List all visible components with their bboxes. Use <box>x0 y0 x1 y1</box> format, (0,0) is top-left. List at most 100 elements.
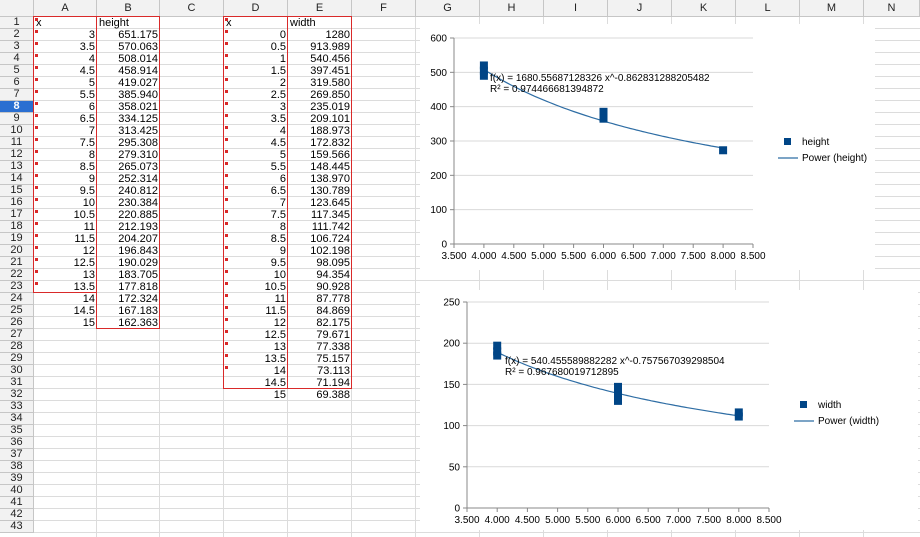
cell-width[interactable]: 148.445 <box>310 161 350 173</box>
cell-width[interactable]: 235.019 <box>310 101 350 113</box>
row-header-30[interactable]: 30 <box>0 365 34 377</box>
cell-x[interactable]: 9 <box>279 245 286 257</box>
cell-height[interactable]: 313.425 <box>118 125 158 137</box>
column-header-k[interactable]: K <box>672 0 736 17</box>
cell-x[interactable]: 10.5 <box>264 281 286 293</box>
cell-width[interactable]: 79.671 <box>316 329 350 341</box>
cell-x[interactable]: 9 <box>88 173 95 185</box>
cell-x[interactable]: 12 <box>273 317 286 329</box>
cell-x[interactable]: 12.5 <box>73 257 95 269</box>
cell-x[interactable]: 2 <box>279 77 286 89</box>
cell-x[interactable]: 3 <box>279 101 286 113</box>
cell-x[interactable]: 6 <box>88 101 95 113</box>
cell-x[interactable]: 6 <box>279 173 286 185</box>
data-point[interactable] <box>614 382 622 391</box>
cell-x[interactable]: 8.5 <box>270 233 286 245</box>
cell-width[interactable]: 87.778 <box>316 293 350 305</box>
cell-x[interactable]: 4.5 <box>270 137 286 149</box>
cell-x[interactable]: 7.5 <box>79 137 95 149</box>
column-header-l[interactable]: L <box>736 0 800 17</box>
cell-x[interactable]: 11.5 <box>74 233 95 245</box>
cell-width[interactable]: 540.456 <box>310 53 350 65</box>
cell-x[interactable]: 9.5 <box>79 185 95 197</box>
cell-width[interactable]: 117.345 <box>311 209 350 221</box>
cell-height[interactable]: 651.175 <box>118 29 158 41</box>
cell-x[interactable]: 5.5 <box>79 89 95 101</box>
cell-x[interactable]: 7.5 <box>270 209 286 221</box>
cell-x[interactable]: 14 <box>273 365 286 377</box>
cell-height[interactable]: 177.818 <box>118 281 158 293</box>
header-x[interactable]: x <box>226 17 232 29</box>
cell-x[interactable]: 7 <box>88 125 95 137</box>
row-header-31[interactable]: 31 <box>0 377 34 389</box>
row-header-37[interactable]: 37 <box>0 449 34 461</box>
cell-x[interactable]: 5.5 <box>270 161 286 173</box>
cell-height[interactable]: 385.940 <box>118 89 158 101</box>
column-header-j[interactable]: J <box>608 0 672 17</box>
cell-x[interactable]: 15 <box>82 317 95 329</box>
cell-x[interactable]: 0.5 <box>270 41 286 53</box>
column-header-h[interactable]: H <box>480 0 544 17</box>
data-point[interactable] <box>614 390 622 399</box>
cell-width[interactable]: 84.869 <box>316 305 350 317</box>
cell-x[interactable]: 13 <box>273 341 286 353</box>
cell-width[interactable]: 269.850 <box>310 89 350 101</box>
row-header-27[interactable]: 27 <box>0 329 34 341</box>
cell-x[interactable]: 14.5 <box>73 305 95 317</box>
cell-height[interactable]: 167.183 <box>118 305 158 317</box>
cell-x[interactable]: 10 <box>273 269 286 281</box>
cell-width[interactable]: 138.970 <box>310 173 350 185</box>
data-point[interactable] <box>493 347 502 356</box>
cell-x[interactable]: 4 <box>88 53 95 65</box>
cell-x[interactable]: 14.5 <box>264 377 286 389</box>
data-point[interactable] <box>734 412 743 421</box>
cell-width[interactable]: 172.832 <box>310 137 350 149</box>
row-header-28[interactable]: 28 <box>0 341 34 353</box>
cell-x[interactable]: 0 <box>279 29 286 41</box>
cell-height[interactable]: 172.324 <box>118 293 158 305</box>
data-point[interactable] <box>493 351 502 360</box>
row-header-39[interactable]: 39 <box>0 473 34 485</box>
column-header-d[interactable]: D <box>224 0 288 17</box>
cell-x[interactable]: 1.5 <box>270 65 286 77</box>
column-header-f[interactable]: F <box>352 0 416 17</box>
cell-height[interactable]: 162.363 <box>118 317 158 329</box>
cell-height[interactable]: 196.843 <box>118 245 158 257</box>
header-x[interactable]: x <box>36 17 42 29</box>
row-header-38[interactable]: 38 <box>0 461 34 473</box>
cell-width[interactable]: 71.194 <box>316 377 350 389</box>
cell-x[interactable]: 11.5 <box>265 305 286 317</box>
cell-height[interactable]: 265.073 <box>118 161 158 173</box>
cell-width[interactable]: 90.928 <box>316 281 350 293</box>
row-header-25[interactable]: 25 <box>0 305 34 317</box>
data-point[interactable] <box>734 408 743 417</box>
cell-x[interactable]: 14 <box>82 293 95 305</box>
cell-width[interactable]: 75.157 <box>316 353 350 365</box>
cell-x[interactable]: 7 <box>279 197 286 209</box>
row-header-42[interactable]: 42 <box>0 509 34 521</box>
cell-width[interactable]: 130.789 <box>310 185 350 197</box>
cell-x[interactable]: 10.5 <box>73 209 95 221</box>
cell-height[interactable]: 252.314 <box>118 173 158 185</box>
cell-height[interactable]: 570.063 <box>118 41 158 53</box>
cell-height[interactable]: 212.193 <box>118 221 158 233</box>
cell-width[interactable]: 98.095 <box>316 257 350 269</box>
cell-x[interactable]: 11 <box>274 293 286 305</box>
select-all-corner[interactable] <box>0 0 34 17</box>
column-header-e[interactable]: E <box>288 0 352 17</box>
header-width[interactable]: width <box>290 17 316 29</box>
data-point[interactable] <box>479 71 488 80</box>
column-header-i[interactable]: I <box>544 0 608 17</box>
cell-height[interactable]: 419.027 <box>118 77 158 89</box>
cell-width[interactable]: 82.175 <box>316 317 350 329</box>
cell-width[interactable]: 209.101 <box>310 113 350 125</box>
cell-x[interactable]: 8 <box>88 149 95 161</box>
row-header-33[interactable]: 33 <box>0 401 34 413</box>
cell-x[interactable]: 12.5 <box>264 329 286 341</box>
cell-width[interactable]: 73.113 <box>317 365 350 377</box>
cell-x[interactable]: 5 <box>88 77 95 89</box>
cell-height[interactable]: 183.705 <box>118 269 158 281</box>
cell-x[interactable]: 4.5 <box>79 65 95 77</box>
cell-x[interactable]: 3 <box>88 29 95 41</box>
cell-x[interactable]: 1 <box>279 53 286 65</box>
